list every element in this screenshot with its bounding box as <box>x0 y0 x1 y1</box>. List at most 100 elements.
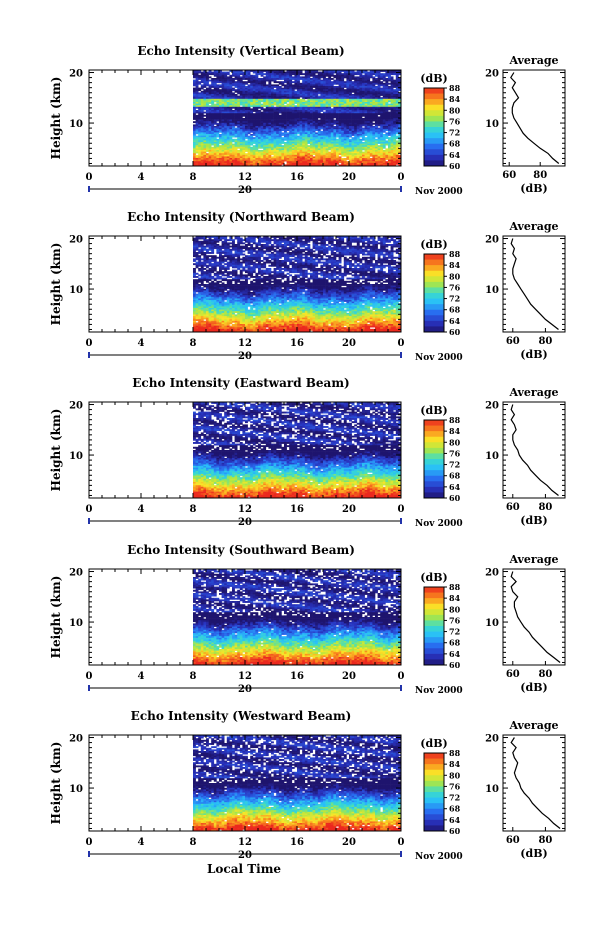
heatmap-cell <box>274 104 277 106</box>
heatmap-cell <box>261 100 264 102</box>
heatmap-cell <box>193 276 196 278</box>
colorbar: (dB)8884807672686460 <box>420 72 460 171</box>
heatmap-cell <box>237 147 240 149</box>
heatmap-cell <box>198 246 201 248</box>
heatmap-cell <box>313 86 316 88</box>
heatmap-cell <box>258 73 261 75</box>
profile-x-label: (dB) <box>520 182 547 195</box>
heatmap-cell <box>354 73 357 75</box>
heatmap-cell <box>287 129 290 131</box>
heatmap-cell <box>193 263 196 265</box>
heatmap-cell <box>196 273 199 275</box>
heatmap-cell <box>198 265 201 267</box>
heatmap-cell <box>271 80 274 82</box>
profile-x-tick-label: 80 <box>533 170 547 181</box>
heatmap-cell <box>339 161 342 163</box>
profile-y-tick-label: 20 <box>485 69 499 80</box>
heatmap-cell <box>318 92 321 94</box>
heatmap-cell <box>310 75 313 77</box>
colorbar-segment <box>424 116 444 122</box>
heatmap-cell <box>320 76 323 78</box>
heatmap-cell <box>248 81 251 83</box>
colorbar-segment <box>424 138 444 144</box>
heatmap-cell <box>331 105 334 107</box>
heatmap-cell <box>349 136 352 138</box>
heatmap-cell <box>198 270 201 272</box>
heatmap-cell <box>284 102 287 104</box>
heatmap-cell <box>359 136 362 138</box>
heatmap-cell <box>274 86 277 88</box>
heatmap-cell <box>201 258 204 260</box>
x-tick-label: 4 <box>138 172 145 183</box>
heatmap-cell <box>263 105 266 107</box>
heatmap-cell <box>318 116 321 118</box>
heatmap-cell <box>206 84 209 86</box>
heatmap-cell <box>196 112 199 114</box>
colorbar-segment <box>424 149 444 155</box>
heatmap-cell <box>198 274 201 276</box>
heatmap-cell <box>203 108 206 110</box>
heatmap-cell <box>393 86 396 88</box>
heatmap-cell <box>198 78 201 80</box>
heatmap-cell <box>203 86 206 88</box>
heatmap-cell <box>196 276 199 278</box>
heatmap-cell <box>203 242 206 244</box>
heatmap-cell <box>300 78 303 80</box>
heatmap-cell <box>346 158 349 160</box>
heatmap-cell <box>245 150 248 152</box>
heatmap-cell <box>375 83 378 85</box>
y-axis-label: Height (km) <box>49 243 63 326</box>
heatmap-cell <box>253 72 256 74</box>
heatmap-cell <box>203 115 206 117</box>
colorbar-tick-label: 72 <box>449 128 460 138</box>
panel-1: Echo Intensity (Vertical Beam)Height (km… <box>49 44 565 197</box>
heatmap-cell <box>385 129 388 131</box>
heatmap-cell <box>198 252 201 254</box>
heatmap-cell <box>294 88 297 90</box>
heatmap-cell <box>341 155 344 157</box>
heatmap-cell <box>198 281 201 283</box>
heatmap-cell <box>378 124 381 126</box>
colorbar-segment <box>424 99 444 105</box>
heatmap-cell <box>196 107 199 109</box>
heatmap-cell <box>331 78 334 80</box>
heatmap-cell <box>201 81 204 83</box>
heatmap-cell <box>380 84 383 86</box>
heatmap-cell <box>232 89 235 91</box>
colorbar-tick-label: 84 <box>449 94 461 104</box>
heatmap-cell <box>344 76 347 78</box>
heatmap-cell <box>336 83 339 85</box>
heatmap-cell <box>214 123 217 125</box>
heatmap-cell <box>279 78 282 80</box>
heatmap-cell <box>235 91 238 93</box>
heatmap-cell <box>193 118 196 120</box>
heatmap-cell <box>287 100 290 102</box>
heatmap-cell <box>315 129 318 131</box>
colorbar-tick-label: 88 <box>449 83 461 93</box>
heatmap-cell <box>198 83 201 85</box>
x-tick-label: 20 <box>342 172 356 183</box>
heatmap-cell <box>250 105 253 107</box>
heatmap-cell <box>372 123 375 125</box>
heatmap-cell <box>196 319 199 321</box>
heatmap-cell <box>263 73 266 75</box>
heatmap-cell <box>339 153 342 155</box>
heatmap-cell <box>216 136 219 138</box>
heatmap-cell <box>294 102 297 104</box>
heatmap-cell <box>227 73 230 75</box>
profile-line <box>511 73 559 164</box>
colorbar-tick-label: 76 <box>449 116 461 126</box>
colorbar-segment <box>424 144 444 150</box>
heatmap-cell <box>383 147 386 149</box>
heatmap-cell <box>193 260 196 262</box>
heatmap-cell <box>261 108 264 110</box>
heatmap-cell <box>206 150 209 152</box>
heatmap-cell <box>284 160 287 162</box>
heatmap-cell <box>198 89 201 91</box>
heatmap-cell <box>279 83 282 85</box>
profile-y-tick-label: 10 <box>485 119 499 130</box>
heatmap-cell <box>320 128 323 130</box>
heatmap-cell <box>248 132 251 134</box>
x-tick-label: 0 <box>398 172 405 183</box>
